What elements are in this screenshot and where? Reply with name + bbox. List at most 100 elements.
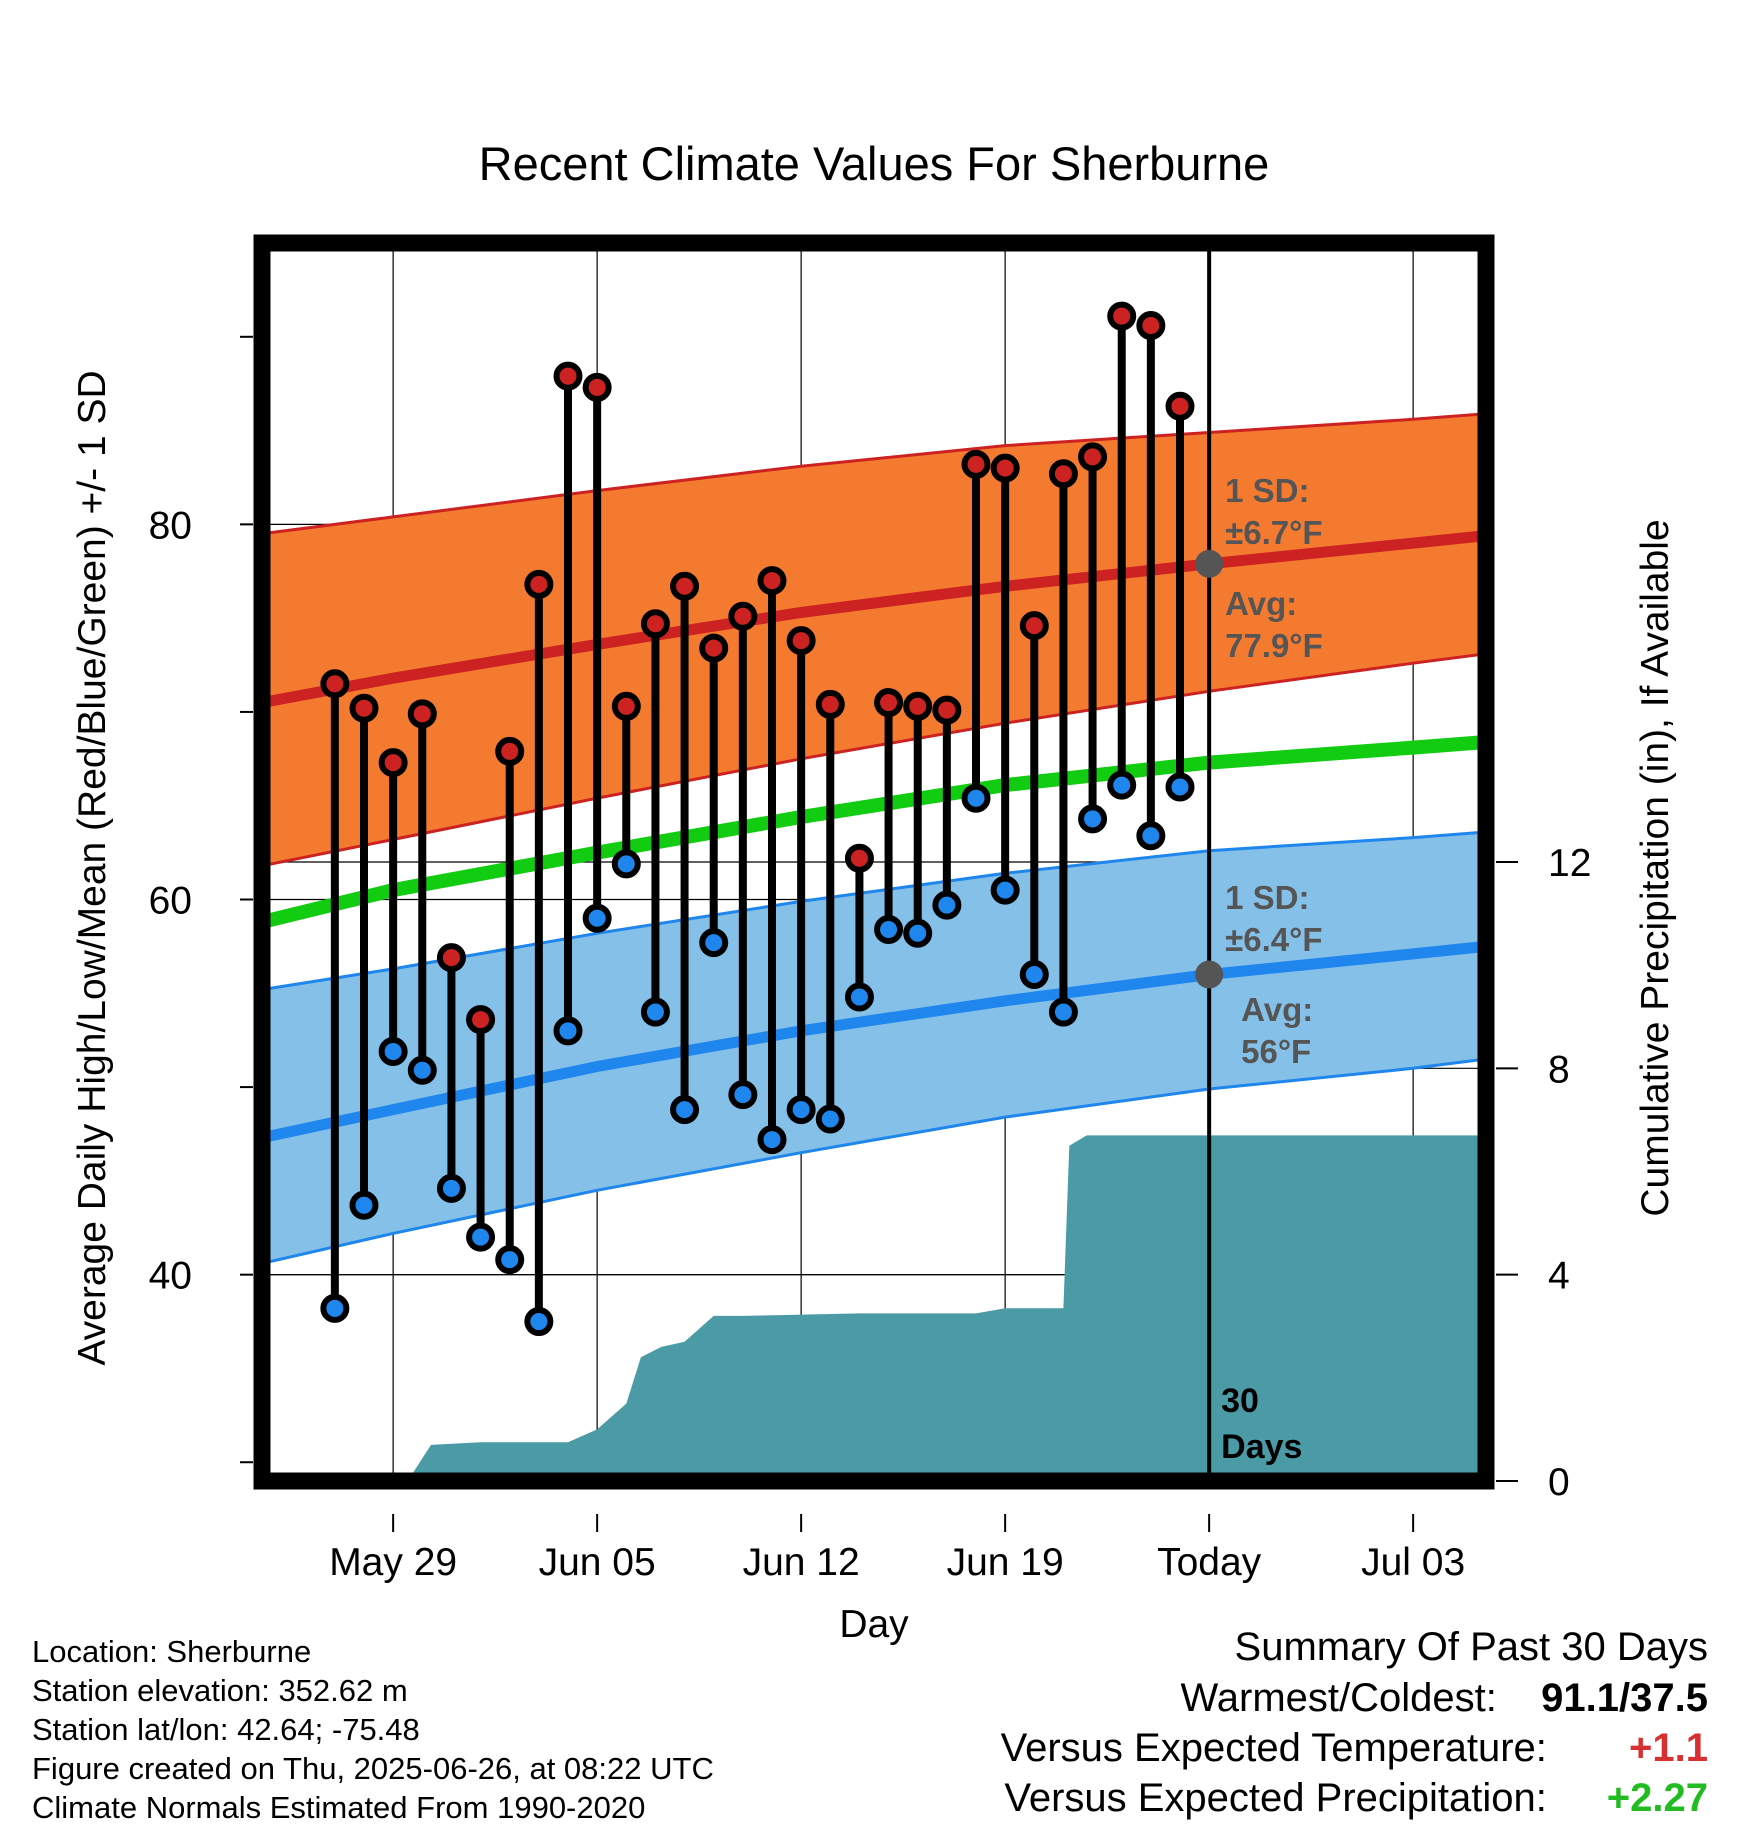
- daily-high-point: [466, 1005, 496, 1035]
- daily-high-point: [378, 748, 408, 778]
- daily-high-point: [844, 843, 874, 873]
- daily-high-point: [1107, 301, 1137, 331]
- daily-high-point: [407, 699, 437, 729]
- x-tick-label: Jul 03: [1361, 1541, 1465, 1584]
- daily-high-point: [961, 449, 991, 479]
- daily-low-point: [903, 918, 933, 948]
- daily-high-point: [611, 691, 641, 721]
- daily-low-point: [611, 849, 641, 879]
- daily-low-point: [786, 1095, 816, 1125]
- daily-low-point: [699, 928, 729, 958]
- daily-high-point: [320, 669, 350, 699]
- summary-warm-cold: Warmest/Coldest: 91.1/37.5: [1181, 1675, 1709, 1721]
- temp-vs-expected-value: +1.1: [1629, 1726, 1708, 1770]
- y-tick-label: 80: [149, 504, 192, 547]
- daily-high-point: [990, 453, 1020, 483]
- normal-annotations: 1 SD: ±6.7°F Avg: 77.9°F 1 SD: ±6.4°F Avg: 56°F: [1195, 472, 1323, 1070]
- created-text: Figure created on Thu, 2025-06-26, at 08…: [32, 1751, 714, 1786]
- daily-low-point: [436, 1173, 466, 1203]
- x-tick-label: Jun 12: [743, 1541, 860, 1584]
- precipitation-area: [334, 1135, 1486, 1481]
- summary-precip: Versus Expected Precipitation: +2.27: [1004, 1775, 1708, 1821]
- today-marker: 30 Days: [1207, 243, 1302, 1481]
- daily-low-point: [349, 1190, 379, 1220]
- location-text: Location: Sherburne: [32, 1634, 312, 1669]
- daily-low-point: [757, 1125, 787, 1155]
- daily-high-point: [757, 566, 787, 596]
- daily-low-point: [844, 982, 874, 1012]
- daily-low-point: [1078, 804, 1108, 834]
- mean-avg-line: [260, 735, 1487, 929]
- daily-high-point: [1048, 459, 1078, 489]
- daily-low-point: [874, 915, 904, 945]
- daily-high-point: [1165, 391, 1195, 421]
- today-days-label: Days: [1221, 1428, 1302, 1466]
- low-avg-label-line2: 56°F: [1241, 1033, 1311, 1070]
- axis-ticks: May 29 Jun 05 Jun 12 Jun 19 Today Jul 0340608…: [149, 335, 1591, 1584]
- precip-vs-expected-value: +2.27: [1606, 1776, 1708, 1820]
- daily-high-point: [815, 689, 845, 719]
- daily-high-point: [728, 601, 758, 631]
- daily-high-point: [640, 609, 670, 639]
- high-sd-band-upper-edge: [261, 412, 1487, 536]
- daily-low-point: [990, 875, 1020, 905]
- daily-high-point: [524, 569, 554, 599]
- daily-high-point: [874, 688, 904, 718]
- temp-vs-expected-label: Versus Expected Temperature:: [1000, 1726, 1547, 1770]
- daily-high-point: [786, 626, 816, 656]
- x-tick-label: May 29: [329, 1541, 457, 1584]
- daily-high-point: [1078, 442, 1108, 472]
- high-sd-label-line1: 1 SD:: [1225, 472, 1309, 509]
- daily-low-point: [932, 890, 962, 920]
- today-low-avg-marker: [1195, 960, 1224, 989]
- precip-area: [334, 1135, 1486, 1481]
- low-sd-band-upper-edge: [261, 830, 1487, 992]
- low-avg-label-line1: Avg:: [1241, 991, 1313, 1028]
- daily-low-point: [815, 1104, 845, 1134]
- daily-low-point: [670, 1095, 700, 1125]
- y-tick-label: 60: [149, 880, 192, 923]
- daily-low-point: [1048, 997, 1078, 1027]
- today-high-avg-marker: [1195, 549, 1224, 578]
- daily-high-point: [932, 695, 962, 725]
- y2-tick-label: 12: [1548, 842, 1591, 885]
- low-sd-band-lower-edge: [261, 1057, 1487, 1265]
- y-tick-label: 40: [149, 1255, 192, 1298]
- x-tick-label: Today: [1157, 1541, 1262, 1584]
- x-axis-label: Day: [839, 1603, 909, 1646]
- daily-low-point: [582, 903, 612, 933]
- daily-high-point: [670, 571, 700, 601]
- high-sd-label-line2: ±6.7°F: [1225, 514, 1322, 551]
- x-tick-label: Jun 05: [539, 1541, 656, 1584]
- daily-high-point: [582, 372, 612, 402]
- daily-low-point: [728, 1080, 758, 1110]
- daily-low-point: [1136, 821, 1166, 851]
- today-days-number: 30: [1221, 1382, 1259, 1420]
- y2-axis-label: Cumulative Precipitation (in), If Availa…: [1634, 519, 1677, 1216]
- daily-high-point: [436, 943, 466, 973]
- chart-title: Recent Climate Values For Sherburne: [479, 137, 1270, 190]
- latlon-text: Station lat/lon: 42.64; -75.48: [32, 1712, 420, 1747]
- plot-frame: [253, 234, 1495, 1490]
- warm-cold-label: Warmest/Coldest:: [1180, 1676, 1497, 1720]
- y-axis-label: Average Daily High/Low/Mean (Red/Blue/Gr…: [71, 370, 114, 1365]
- summary-temp: Versus Expected Temperature: +1.1: [1001, 1725, 1708, 1771]
- y2-tick-label: 4: [1548, 1255, 1570, 1298]
- y2-tick-label: 0: [1548, 1461, 1570, 1504]
- daily-high-point: [903, 691, 933, 721]
- low-sd-label-line1: 1 SD:: [1225, 879, 1309, 916]
- daily-high-point: [495, 736, 525, 766]
- daily-high-point: [1019, 611, 1049, 641]
- daily-high-point: [1136, 311, 1166, 341]
- y2-tick-label: 8: [1548, 1048, 1570, 1091]
- normals-period-text: Climate Normals Estimated From 1990-2020: [32, 1790, 646, 1825]
- plot-border: [253, 234, 1495, 1490]
- high-avg-label-line1: Avg:: [1225, 585, 1297, 622]
- daily-low-point: [495, 1245, 525, 1275]
- daily-low-point: [320, 1293, 350, 1323]
- daily-high-point: [699, 633, 729, 663]
- daily-low-point: [1019, 960, 1049, 990]
- warm-cold-value: 91.1/37.5: [1541, 1676, 1708, 1720]
- daily-low-point: [378, 1036, 408, 1066]
